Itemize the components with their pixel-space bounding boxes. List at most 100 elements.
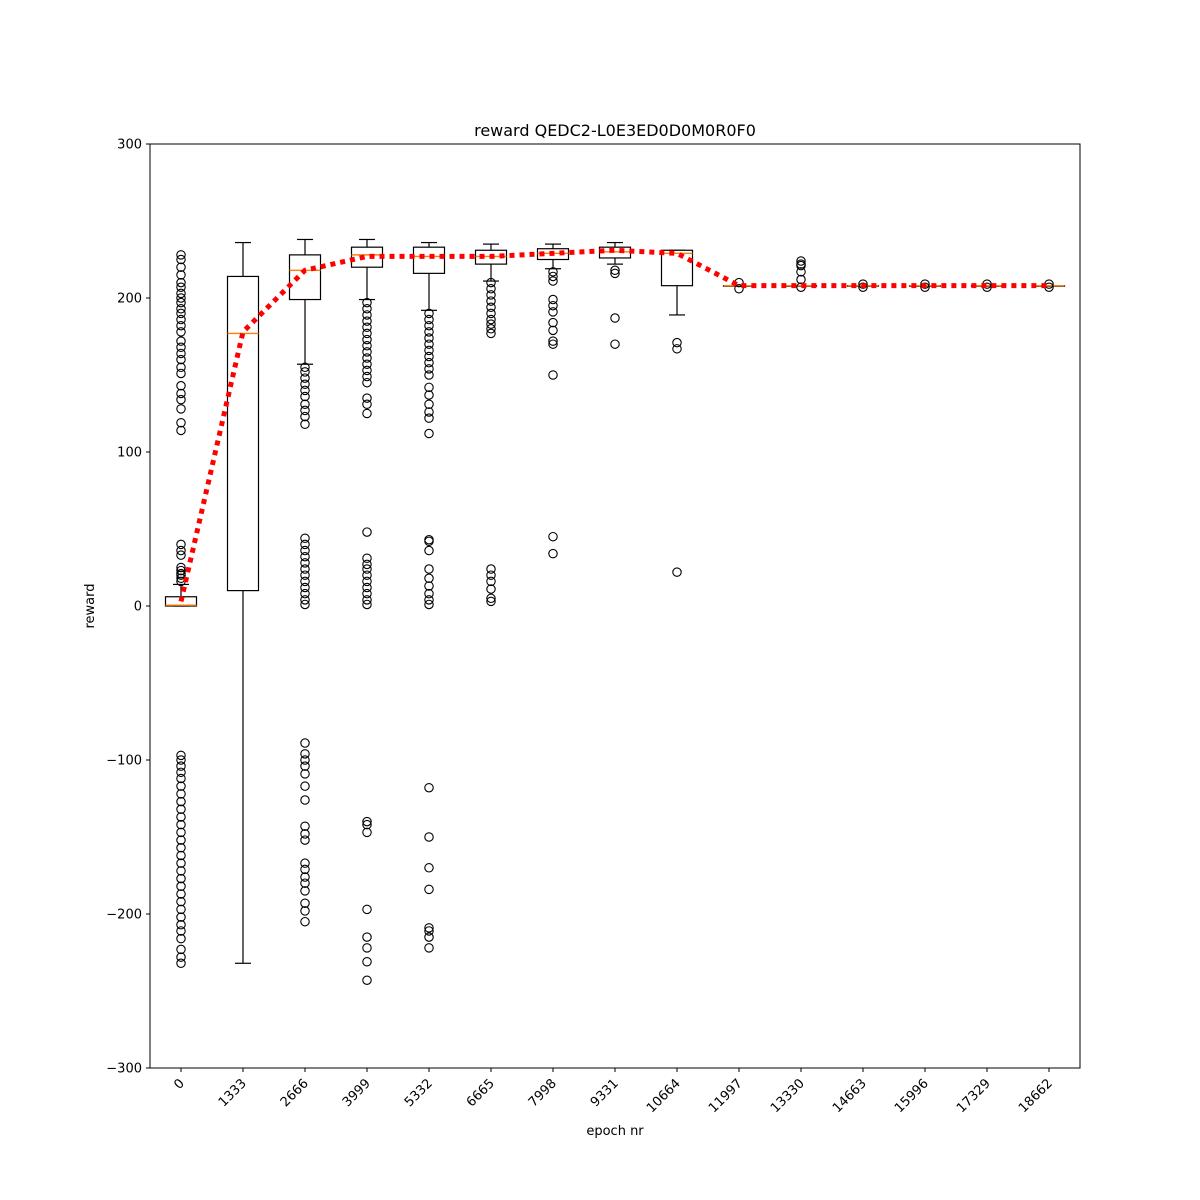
flier-point xyxy=(424,932,434,942)
flier-point xyxy=(610,265,620,276)
flier-point xyxy=(176,562,186,573)
flier-point xyxy=(176,819,186,830)
flier-point xyxy=(300,367,310,377)
flier-point xyxy=(548,548,558,559)
flier-point xyxy=(610,339,620,349)
flier-point xyxy=(176,843,186,853)
flier-point xyxy=(176,896,186,907)
flier-point xyxy=(424,382,434,393)
flier-point xyxy=(176,904,186,915)
flier-point xyxy=(548,300,558,311)
y-tick-label: 200 xyxy=(117,292,142,307)
flier-point xyxy=(424,782,434,793)
flier-point xyxy=(176,944,186,955)
flier-point xyxy=(362,297,372,308)
flier-point xyxy=(300,835,310,845)
flier-point xyxy=(424,536,434,547)
flier-point xyxy=(796,256,806,266)
y-tick-label: 0 xyxy=(134,600,142,615)
flier-point xyxy=(362,564,372,574)
flier-point xyxy=(486,302,496,312)
flier-point xyxy=(300,576,310,587)
y-tick-label: 300 xyxy=(117,138,142,153)
y-tick-label: −100 xyxy=(106,754,142,769)
flier-point xyxy=(300,595,310,605)
flier-point xyxy=(424,573,434,584)
flier-point xyxy=(176,368,186,379)
flier-point xyxy=(300,373,310,383)
flier-point xyxy=(362,399,372,410)
flier-point xyxy=(548,317,558,328)
flier-point xyxy=(300,858,310,868)
flier-point xyxy=(300,755,310,765)
flier-point xyxy=(362,943,372,953)
flier-point xyxy=(610,313,620,323)
flier-point xyxy=(548,336,558,346)
flier-point xyxy=(176,804,186,815)
flier-point xyxy=(176,304,186,314)
flier-point xyxy=(424,333,434,343)
box-18662 xyxy=(1032,284,1066,287)
flier-point xyxy=(362,359,372,369)
flier-point xyxy=(424,863,434,873)
flier-point xyxy=(920,282,930,292)
flier-point xyxy=(796,260,806,271)
box-iqr xyxy=(412,246,446,274)
flier-point xyxy=(362,304,372,314)
flier-point xyxy=(548,267,558,277)
flier-point xyxy=(300,769,310,779)
flier-point xyxy=(176,755,186,765)
flier-point xyxy=(424,399,434,410)
flier-point xyxy=(362,559,372,570)
flier-point xyxy=(362,393,372,403)
flier-point xyxy=(486,593,496,604)
flier-point xyxy=(424,390,434,400)
flier-point xyxy=(300,533,310,543)
flier-point xyxy=(362,819,372,830)
flier-point xyxy=(362,576,372,587)
flier-point xyxy=(362,595,372,605)
flier-point xyxy=(486,584,496,594)
flier-point xyxy=(176,827,186,838)
flier-point xyxy=(176,565,186,576)
flier-point xyxy=(300,545,310,556)
flier-point xyxy=(548,276,558,286)
flier-point xyxy=(176,394,186,405)
flier-point xyxy=(486,290,496,300)
fliers-layer xyxy=(176,250,1054,985)
flier-point xyxy=(176,270,186,280)
flier-point xyxy=(858,282,868,292)
flier-point xyxy=(734,284,744,294)
flier-point xyxy=(362,827,372,838)
flier-point xyxy=(920,279,930,289)
flier-point xyxy=(424,581,434,591)
box-10664 xyxy=(660,249,694,316)
flier-point xyxy=(300,399,310,410)
flier-point xyxy=(424,595,434,605)
flier-point xyxy=(548,370,558,380)
flier-point xyxy=(300,539,310,550)
flier-point xyxy=(672,337,682,348)
flier-point xyxy=(424,564,434,574)
y-tick-label: −200 xyxy=(106,908,142,923)
y-tick-label: −300 xyxy=(106,1062,142,1077)
flier-point xyxy=(300,362,310,373)
flier-point xyxy=(362,340,372,351)
flier-point xyxy=(362,347,372,357)
flier-point xyxy=(424,926,434,936)
flier-point xyxy=(362,975,372,985)
flier-point xyxy=(176,850,186,861)
flier-point xyxy=(176,254,186,265)
flier-point xyxy=(548,531,558,542)
flier-point xyxy=(486,570,496,580)
flier-point xyxy=(362,371,372,382)
flier-point xyxy=(362,365,372,376)
flier-point xyxy=(176,425,186,436)
flier-point xyxy=(362,310,372,320)
flier-point xyxy=(176,327,186,337)
flier-point xyxy=(362,570,372,580)
flier-point xyxy=(300,906,310,916)
flier-point xyxy=(300,878,310,888)
flier-point xyxy=(176,362,186,373)
flier-point xyxy=(300,749,310,759)
